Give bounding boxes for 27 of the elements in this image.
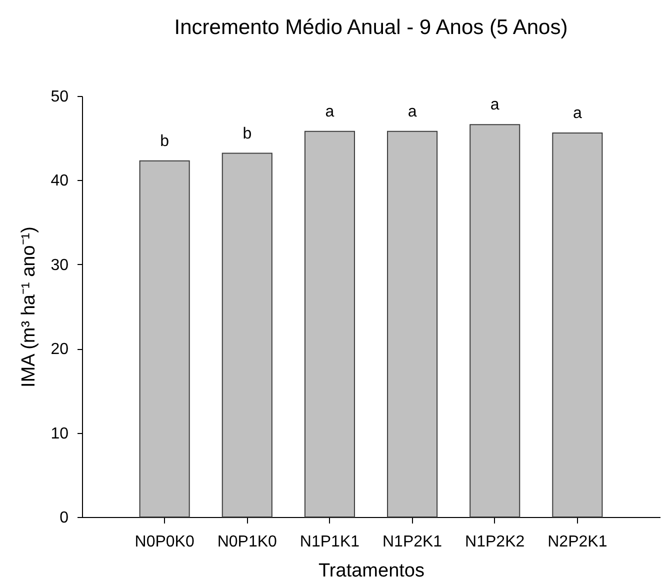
- annotation: a: [325, 103, 334, 120]
- annotation: b: [242, 125, 252, 142]
- x-axis-title: Tratamentos: [318, 560, 424, 582]
- y-tick-label: 0: [60, 510, 69, 526]
- y-tick-label: 20: [50, 341, 69, 358]
- annotation: a: [490, 96, 500, 114]
- annotation: a: [408, 103, 417, 120]
- x-tick-label: N2P2K1: [548, 534, 608, 550]
- y-tick-label: 50: [50, 88, 69, 106]
- y-tick-label: 30: [50, 256, 69, 274]
- bar: [552, 132, 603, 518]
- chart-title: Incremento Médio Anual - 9 Anos (5 Anos): [174, 16, 568, 39]
- y-tick-label: 40: [50, 172, 69, 190]
- x-tick-label: N0P0K0: [134, 534, 194, 550]
- x-tick-label: N1P2K2: [465, 534, 525, 550]
- annotation: b: [160, 132, 170, 150]
- bar: [222, 152, 272, 518]
- x-tick-label: N1P1K1: [300, 534, 360, 550]
- annotation: a: [572, 105, 582, 122]
- x-tick-label: N1P2K1: [382, 534, 442, 550]
- x-tick-label: N0P1K0: [217, 534, 278, 550]
- bar: [304, 130, 355, 518]
- bar: [387, 130, 438, 518]
- bar: [139, 160, 190, 518]
- y-axis-title: IMA (m³ ha⁻¹ ano⁻¹): [18, 226, 40, 388]
- bar: [470, 124, 520, 518]
- y-tick-label: 10: [50, 425, 69, 442]
